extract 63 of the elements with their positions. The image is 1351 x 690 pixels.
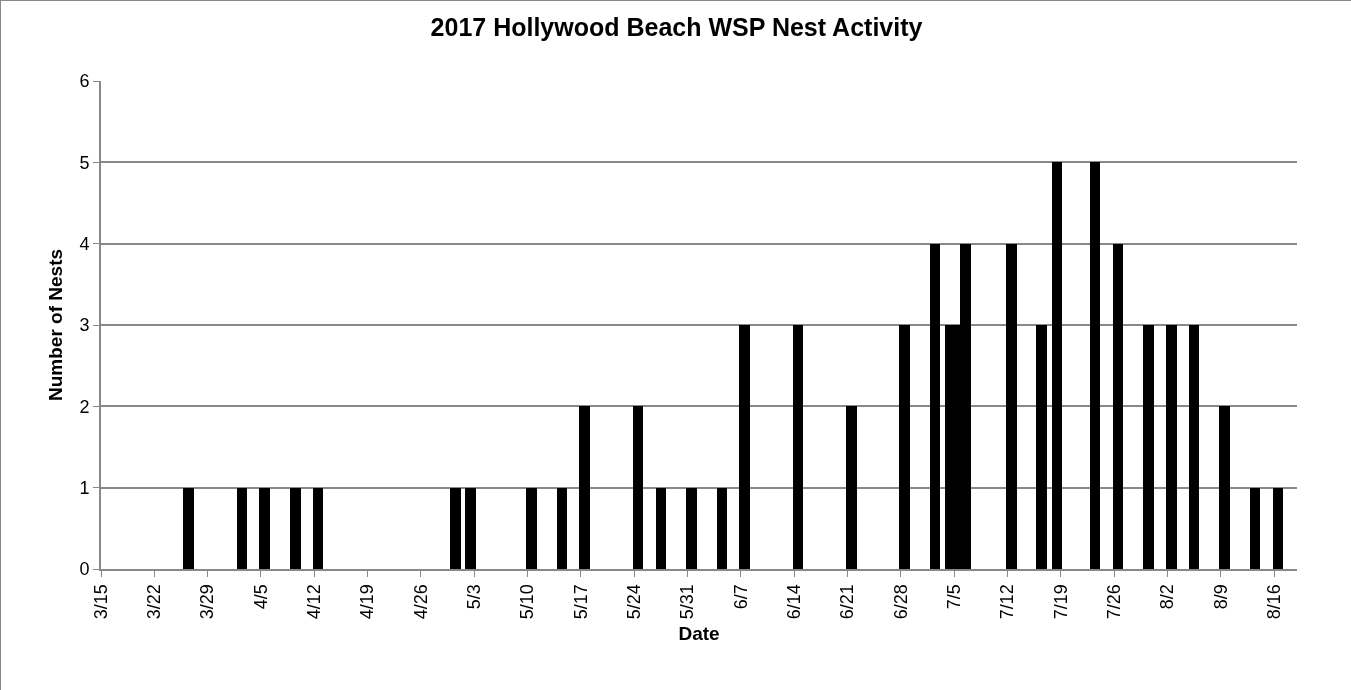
- bar: [237, 488, 247, 569]
- x-tick-label: 7/12: [997, 584, 1018, 620]
- bar: [1090, 162, 1100, 569]
- bar: [717, 488, 727, 569]
- bar: [290, 488, 301, 569]
- y-tick-label: 2: [79, 396, 90, 417]
- x-tick-label: 4/5: [250, 584, 271, 610]
- x-tick-label: 4/12: [304, 584, 325, 620]
- x-tick-label: 6/28: [890, 584, 911, 620]
- y-tick-label: 0: [79, 559, 90, 580]
- x-tick-label: 5/24: [624, 584, 645, 620]
- bar: [899, 325, 910, 569]
- bar: [1052, 162, 1062, 569]
- x-tick-label: 5/10: [517, 584, 538, 620]
- bar: [450, 488, 461, 569]
- bar: [313, 488, 323, 569]
- bar: [465, 488, 476, 569]
- bar: [183, 488, 194, 569]
- x-tick-label: 8/2: [1157, 584, 1178, 610]
- bar: [1273, 488, 1283, 569]
- x-tick-label: 6/7: [730, 584, 751, 610]
- y-tick-label: 3: [79, 315, 90, 336]
- bar: [1036, 325, 1047, 569]
- bar: [739, 325, 750, 569]
- bar: [633, 406, 643, 569]
- y-tick-label: 6: [79, 71, 90, 92]
- bar: [259, 488, 270, 569]
- bar: [1113, 244, 1123, 569]
- bar: [1143, 325, 1154, 569]
- x-tick-label: 7/5: [944, 584, 965, 610]
- bar: [656, 488, 666, 569]
- bar: [1166, 325, 1177, 569]
- x-tick-label: 3/29: [197, 584, 218, 620]
- y-tick-label: 1: [79, 477, 90, 498]
- x-tick-label: 6/21: [837, 584, 858, 620]
- bar: [846, 406, 857, 569]
- x-tick-label: 5/31: [677, 584, 698, 620]
- x-tick-label: 5/17: [570, 584, 591, 620]
- x-tick-label: 8/9: [1210, 584, 1231, 610]
- bar: [557, 488, 567, 569]
- bar: [1006, 244, 1017, 569]
- y-axis-title: Number of Nests: [44, 248, 66, 402]
- y-tick-label: 5: [79, 152, 90, 173]
- x-tick-label: 7/19: [1050, 584, 1071, 620]
- x-tick-label: 5/3: [464, 584, 485, 610]
- x-tick-label: 7/26: [1104, 584, 1125, 620]
- y-tick-label: 4: [79, 233, 90, 254]
- bar: [1250, 488, 1260, 569]
- bar: [793, 325, 803, 569]
- x-tick-label: 3/22: [144, 584, 165, 620]
- bar: [579, 406, 590, 569]
- x-tick-label: 8/16: [1264, 584, 1284, 620]
- bar: [526, 488, 537, 569]
- bar: [930, 244, 940, 569]
- x-tick-label: 6/14: [784, 584, 805, 620]
- bar: [686, 488, 697, 569]
- bar: [1189, 325, 1199, 569]
- x-tick-label: 4/26: [410, 584, 431, 620]
- x-tick-label: 3/15: [90, 584, 111, 620]
- x-axis-title: Date: [678, 622, 720, 644]
- x-tick-label: 4/19: [357, 584, 378, 620]
- chart-title: 2017 Hollywood Beach WSP Nest Activity: [430, 12, 923, 41]
- bar: [1219, 406, 1230, 569]
